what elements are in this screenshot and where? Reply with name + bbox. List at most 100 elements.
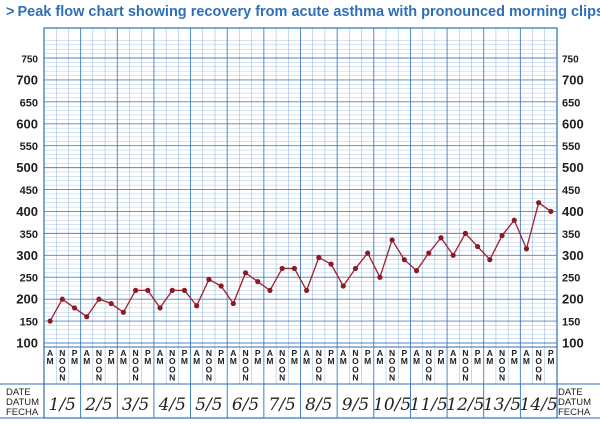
period-tick-label: P [365, 348, 371, 358]
date-label: 12/5 [446, 395, 484, 415]
period-tick-label: N [462, 373, 468, 383]
y-tick-label-left: 350 [20, 229, 38, 241]
date-label: 3/5 [122, 395, 149, 415]
y-tick-label-right: 550 [562, 141, 580, 153]
period-tick-label: O [499, 364, 506, 374]
period-tick-label: M [511, 356, 518, 366]
peak-flow-point [242, 270, 249, 276]
period-tick-label: O [59, 364, 66, 374]
date-label: 10/5 [373, 395, 411, 415]
period-tick-label: N [59, 348, 65, 358]
peak-flow-point [523, 246, 530, 252]
peak-flow-point [499, 232, 505, 239]
period-tick-label: N [499, 373, 505, 383]
period-tick-label: A [194, 348, 200, 358]
y-tick-label-right: 700 [562, 72, 584, 87]
period-tick-label: O [425, 364, 432, 374]
period-tick-label: N [206, 348, 212, 358]
peak-flow-point [304, 287, 310, 293]
peak-flow-point [194, 303, 200, 309]
period-tick-label: M [71, 356, 78, 366]
date-label: 6/5 [232, 395, 259, 415]
period-tick-label: O [132, 356, 139, 366]
period-tick-label: M [327, 356, 334, 366]
date-header-label: FECHA [558, 407, 591, 418]
period-tick-label: M [230, 356, 237, 366]
date-header-label: FECHA [6, 407, 39, 418]
period-tick-label: A [340, 348, 346, 358]
period-tick-label: N [352, 348, 358, 358]
peak-flow-point [133, 287, 139, 293]
y-tick-label-right: 450 [562, 185, 580, 197]
peak-flow-point [279, 265, 285, 272]
period-tick-label: O [316, 364, 323, 374]
peak-flow-point [96, 296, 102, 302]
y-tick-label-right: 650 [562, 97, 580, 109]
period-tick-label: O [59, 356, 66, 366]
period-tick-label: O [279, 364, 286, 374]
chart-grid [0, 27, 600, 419]
date-label: 8/5 [305, 395, 332, 415]
date-label: 9/5 [342, 395, 369, 415]
y-tick-label-right: 300 [562, 248, 584, 263]
period-tick-label: P [145, 348, 151, 358]
period-tick-label: O [352, 356, 359, 366]
date-label: 14/5 [520, 395, 558, 415]
period-tick-label: N [462, 348, 468, 358]
period-tick-label: A [487, 348, 493, 358]
peak-flow-point [328, 261, 334, 267]
period-tick-label: M [108, 356, 115, 366]
chart-title-text: Peak flow chart showing recovery from ac… [17, 4, 600, 20]
date-label: 1/5 [49, 395, 76, 415]
peak-flow-point [536, 200, 542, 206]
period-tick-label: N [242, 348, 248, 358]
period-tick-label: O [206, 364, 213, 374]
period-tick-label: N [169, 348, 175, 358]
peak-flow-point [47, 318, 53, 324]
y-tick-label-left: 100 [16, 336, 38, 351]
y-tick-label-left: 300 [16, 248, 38, 263]
period-tick-label: N [96, 373, 102, 383]
peak-flow-point [181, 287, 188, 293]
peak-flow-point [487, 257, 493, 263]
period-tick-label: M [218, 356, 225, 366]
date-label: 11/5 [410, 395, 448, 415]
peak-flow-point [462, 230, 468, 236]
peak-flow-point [365, 250, 371, 256]
y-tick-label-left: 450 [20, 185, 38, 197]
period-tick-label: O [462, 364, 469, 374]
period-tick-label: P [438, 348, 444, 358]
period-tick-label: O [499, 356, 506, 366]
period-tick-label: O [425, 356, 432, 366]
peak-flow-point [438, 235, 444, 241]
period-tick-label: M [291, 356, 298, 366]
y-tick-label-left: 700 [16, 72, 38, 87]
period-tick-label: A [84, 348, 90, 358]
peak-flow-point [352, 265, 359, 272]
date-label: 7/5 [268, 395, 295, 415]
period-tick-label: P [108, 348, 114, 358]
period-tick-label: N [242, 373, 248, 383]
period-tick-label: N [279, 373, 285, 383]
y-tick-label-left: 500 [16, 160, 38, 175]
period-tick-label: M [413, 356, 420, 366]
period-tick-label: O [316, 356, 323, 366]
date-header-label: DATUM [6, 397, 39, 408]
period-tick-label: M [181, 356, 188, 366]
period-tick-label: P [255, 348, 261, 358]
period-tick-label: A [267, 348, 273, 358]
period-tick-label: O [535, 356, 542, 366]
period-tick-label: N [316, 348, 322, 358]
period-tick-label: N [169, 373, 175, 383]
peak-flow-point [255, 279, 261, 285]
period-tick-label: M [364, 356, 371, 366]
period-tick-label: O [242, 364, 249, 374]
period-tick-label: M [266, 356, 273, 366]
period-tick-label: M [340, 356, 347, 366]
period-tick-label: N [352, 373, 358, 383]
peak-flow-series [47, 200, 554, 324]
peak-flow-point [59, 296, 65, 302]
period-tick-label: A [450, 348, 456, 358]
period-tick-label: M [437, 356, 444, 366]
period-tick-label: N [279, 348, 285, 358]
